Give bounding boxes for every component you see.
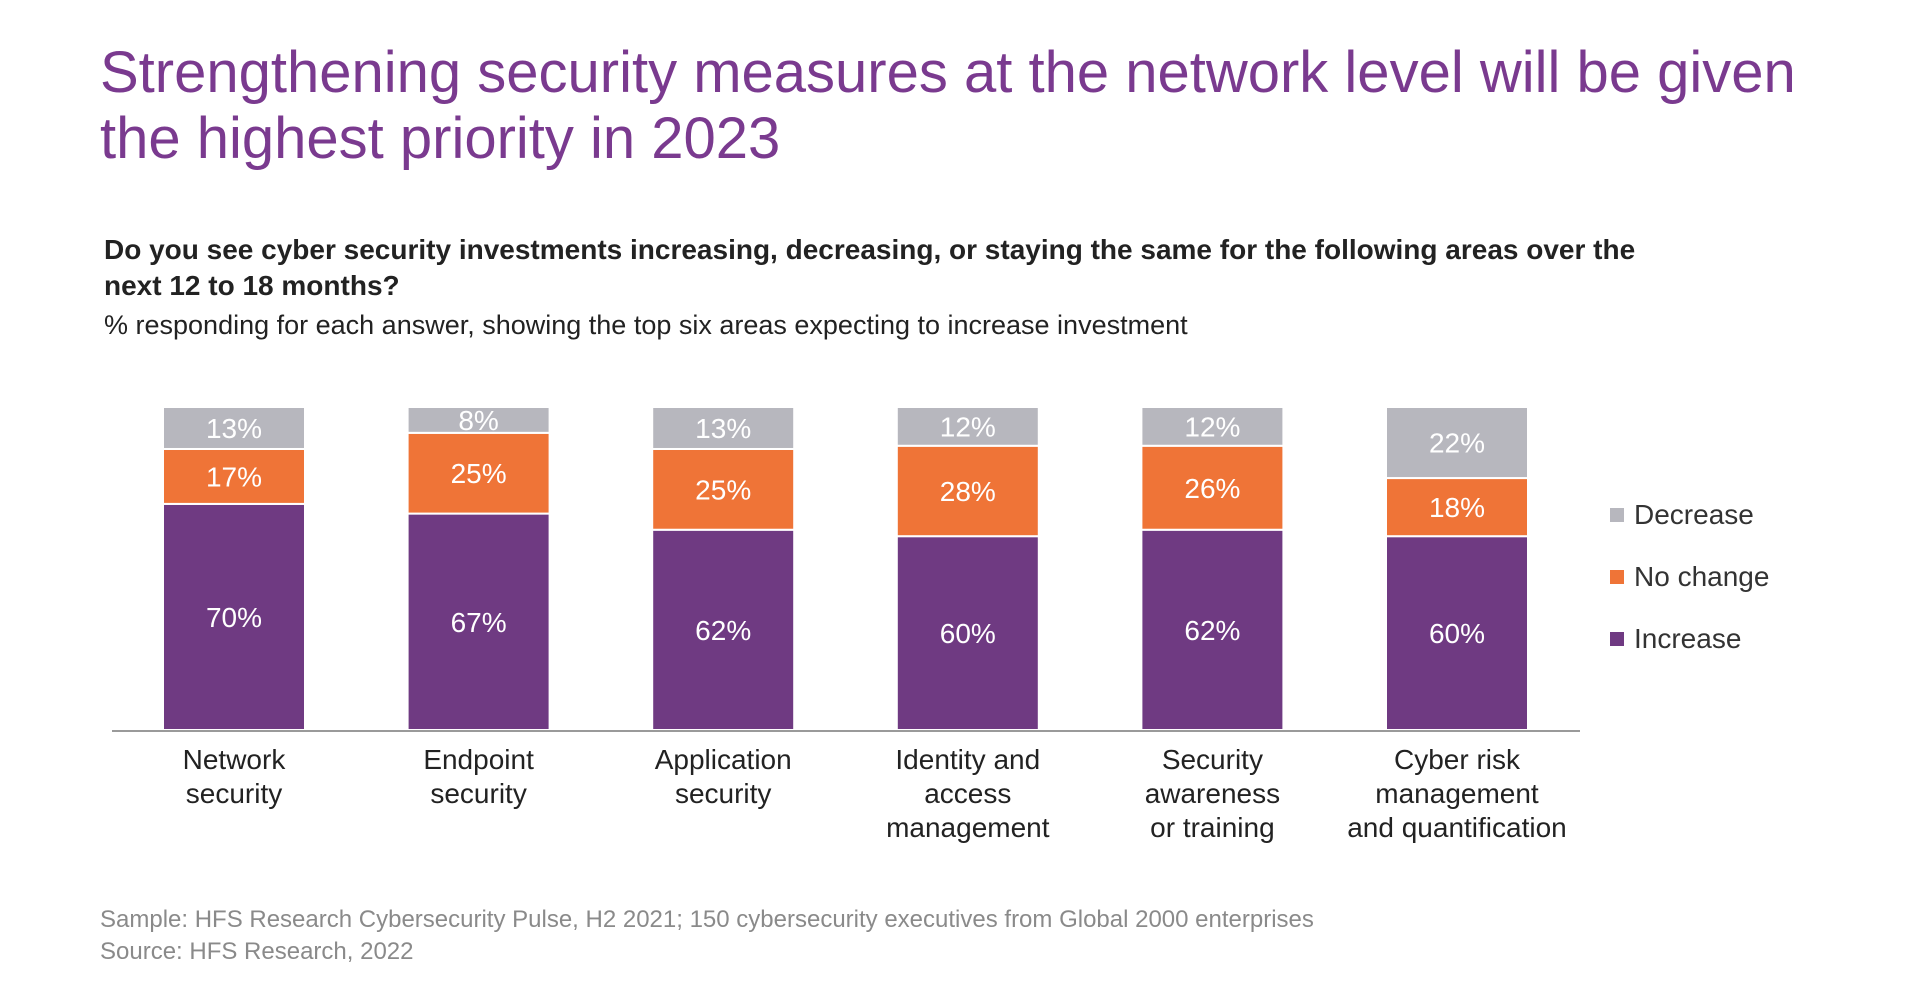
chart-subtitle: % responding for each answer, showing th… xyxy=(104,310,1188,340)
category-label: security xyxy=(186,778,282,809)
category-label: access xyxy=(924,778,1011,809)
bar-segment-no_change xyxy=(1140,444,1285,531)
category-label: security xyxy=(675,778,771,809)
legend-item-increase: Increase xyxy=(1610,619,1769,659)
data-label-decrease: 12% xyxy=(940,411,996,442)
data-label-no_change: 18% xyxy=(1429,492,1485,523)
category-label: Network xyxy=(183,744,287,775)
category-label: security xyxy=(430,778,526,809)
category-label: and quantification xyxy=(1347,812,1567,843)
category-label: Identity and xyxy=(895,744,1040,775)
bar-segment-increase xyxy=(406,512,551,732)
bar-segment-increase xyxy=(895,535,1040,732)
bar-segment-decrease xyxy=(406,406,551,434)
footnote-sample: Sample: HFS Research Cybersecurity Pulse… xyxy=(100,906,1314,933)
data-label-no_change: 28% xyxy=(940,476,996,507)
bar-segment-decrease xyxy=(1385,406,1529,480)
data-label-decrease: 22% xyxy=(1429,428,1485,459)
data-label-decrease: 13% xyxy=(695,413,751,444)
bar-segment-increase xyxy=(1140,528,1285,731)
bar-segment-decrease xyxy=(651,406,796,450)
bar-segment-increase xyxy=(1385,535,1529,732)
data-label-decrease: 8% xyxy=(458,405,498,436)
bar-segment-decrease xyxy=(162,406,306,450)
page-title: Strengthening security measures at the n… xyxy=(100,40,1796,171)
bar-segment-decrease xyxy=(895,406,1040,447)
bar-segment-no_change xyxy=(1385,477,1529,538)
bar-segment-no_change xyxy=(651,447,796,531)
legend-label: Increase xyxy=(1634,623,1742,654)
data-label-increase: 62% xyxy=(1184,615,1240,646)
data-label-decrease: 12% xyxy=(1184,411,1240,442)
data-label-increase: 70% xyxy=(206,602,262,633)
bar-segment-no_change xyxy=(406,431,551,515)
data-label-no_change: 17% xyxy=(206,461,262,492)
data-label-increase: 67% xyxy=(451,607,507,638)
data-label-increase: 60% xyxy=(940,618,996,649)
legend-swatch xyxy=(1610,632,1624,646)
legend-item-no_change: No change xyxy=(1610,557,1769,597)
data-label-decrease: 13% xyxy=(206,413,262,444)
legend-label: No change xyxy=(1634,561,1770,592)
category-label: management xyxy=(1375,778,1539,809)
chart-question: Do you see cyber security investments in… xyxy=(104,234,1636,301)
legend-swatch xyxy=(1610,508,1624,522)
legend-swatch xyxy=(1610,570,1624,584)
stacked-bar-chart: 70%17%13%Networksecurity67%25%8%Endpoint… xyxy=(112,405,1580,843)
category-label: Security xyxy=(1162,744,1263,775)
footnote-source: Source: HFS Research, 2022 xyxy=(100,938,414,965)
bar-segment-decrease xyxy=(1140,406,1285,447)
category-label: or training xyxy=(1150,812,1275,843)
data-label-increase: 60% xyxy=(1429,618,1485,649)
bar-segment-no_change xyxy=(895,444,1040,538)
data-label-no_change: 25% xyxy=(451,458,507,489)
category-label: awareness xyxy=(1145,778,1280,809)
data-label-no_change: 25% xyxy=(695,474,751,505)
category-label: Cyber risk xyxy=(1394,744,1521,775)
category-label: management xyxy=(886,812,1050,843)
data-label-increase: 62% xyxy=(695,615,751,646)
category-label: Application xyxy=(655,744,792,775)
legend-item-decrease: Decrease xyxy=(1610,495,1769,535)
bar-segment-increase xyxy=(162,502,306,731)
chart-legend: Decrease No change Increase xyxy=(1610,495,1769,681)
legend-label: Decrease xyxy=(1634,499,1754,530)
category-label: Endpoint xyxy=(423,744,534,775)
data-label-no_change: 26% xyxy=(1184,473,1240,504)
